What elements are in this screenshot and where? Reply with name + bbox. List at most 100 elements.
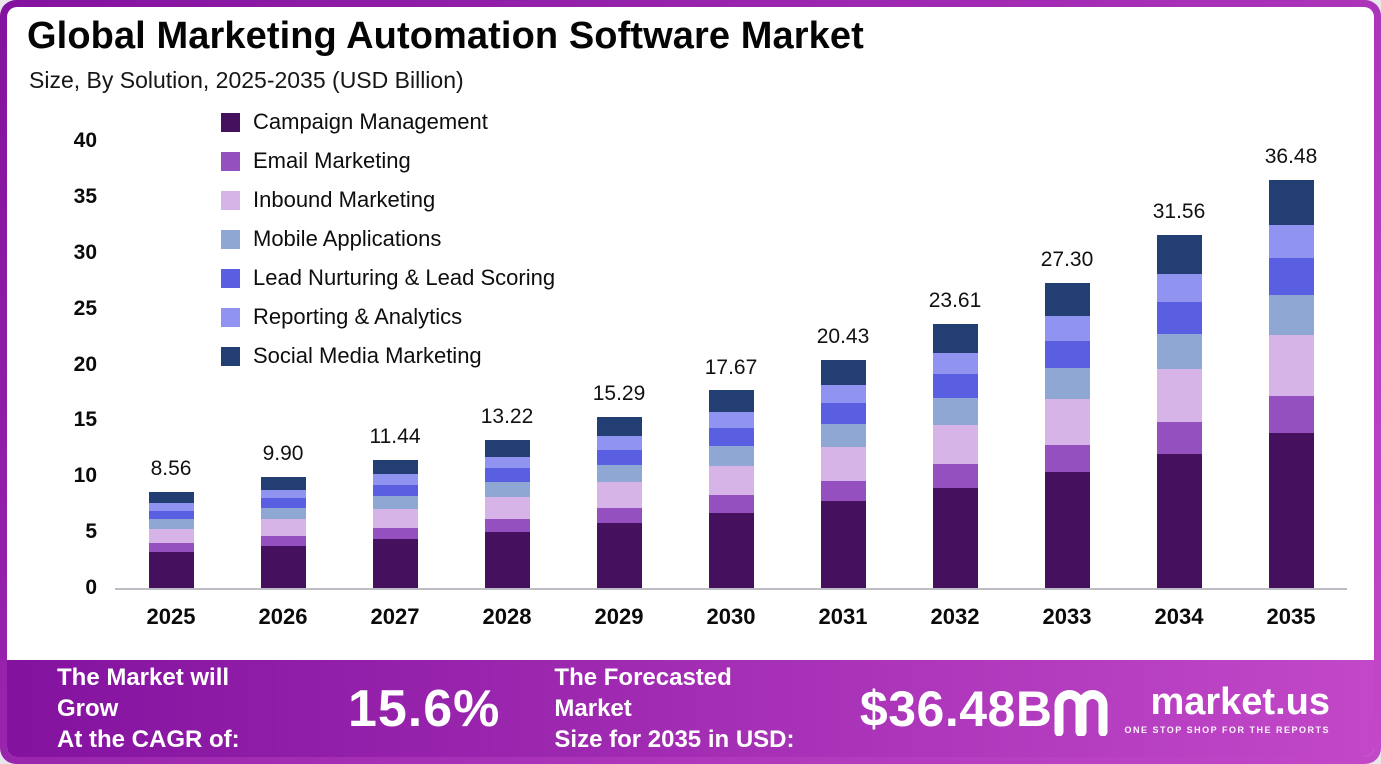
chart-subtitle: Size, By Solution, 2025-2035 (USD Billio… <box>29 67 464 93</box>
x-tick-label: 2030 <box>706 604 756 629</box>
y-tick-label: 10 <box>73 464 97 488</box>
chart-canvas: Global Marketing Automation Software Mar… <box>7 7 1374 757</box>
plot-area: 8.56 9.90 11.44 13.22 15.29 17.67 20.43 23.61 27… <box>115 141 1347 590</box>
bar-segment <box>932 398 978 425</box>
legend-swatch <box>221 112 240 132</box>
legend: Campaign Management Email Marketing Inboun… <box>221 111 555 384</box>
bar-segment <box>1268 180 1314 226</box>
legend-label: Campaign Management <box>253 109 488 134</box>
bar-segment <box>596 436 642 450</box>
bar-segment <box>820 501 866 588</box>
bar-segment <box>372 474 418 485</box>
legend-swatch <box>221 268 240 288</box>
bar-segment <box>820 384 866 404</box>
bar-stack <box>260 477 306 588</box>
bar-segment <box>484 468 530 482</box>
y-tick-label: 5 <box>85 520 97 544</box>
bar-segment <box>932 487 978 588</box>
bar-segment <box>1268 396 1314 434</box>
cagr-value: 15.6% <box>347 679 501 738</box>
cagr-label-line1: The Market will Grow <box>57 663 230 722</box>
bar-total-label: 8.56 <box>150 457 192 481</box>
y-tick-label: 30 <box>73 240 97 264</box>
brand-tagline: ONE STOP SHOP FOR THE REPORTS <box>1124 724 1330 735</box>
bar-segment <box>1044 340 1090 369</box>
bar-group: 17.67 <box>675 141 787 588</box>
bar-segment <box>932 374 978 399</box>
legend-label: Email Marketing <box>253 148 411 173</box>
bar-stack <box>596 417 642 588</box>
y-tick-label: 25 <box>73 296 97 320</box>
bar-segment <box>596 523 642 588</box>
bar-segment <box>1156 422 1202 454</box>
bar-stack <box>708 390 754 588</box>
bar-segment <box>708 445 754 466</box>
bar-total-label: 27.30 <box>1040 247 1094 271</box>
bar-segment <box>1044 398 1090 445</box>
y-tick-label: 15 <box>73 408 97 432</box>
bar-total-label: 31.56 <box>1152 200 1206 224</box>
bar-segment <box>372 539 418 588</box>
bar-segment <box>1044 316 1090 341</box>
legend-item: Campaign Management <box>221 111 555 133</box>
bar-segment <box>932 424 978 465</box>
forecast-label: The Forecasted Market Size for 2035 in U… <box>554 662 806 756</box>
forecast-label-line1: The Forecasted Market <box>554 663 732 722</box>
legend-item: Inbound Marketing <box>221 189 555 211</box>
bar-segment <box>1044 368 1090 399</box>
bar-segment <box>484 518 530 532</box>
bar-segment <box>596 417 642 437</box>
bar-segment <box>932 324 978 354</box>
cagr-label-line2: At the CAGR of: <box>57 726 240 754</box>
x-tick-label: 2032 <box>930 604 980 629</box>
bar-segment <box>372 460 418 475</box>
legend-label: Inbound Marketing <box>253 187 436 212</box>
bar-segment <box>1268 433 1314 588</box>
x-tick-label: 2028 <box>482 604 532 629</box>
bar-total-label: 17.67 <box>704 355 758 379</box>
bar-segment <box>708 390 754 413</box>
bar-segment <box>596 507 642 524</box>
bar-segment <box>1156 454 1202 588</box>
bar-stack <box>1156 235 1202 588</box>
bar-segment <box>820 359 866 385</box>
bar-segment <box>1156 235 1202 275</box>
y-tick-label: 40 <box>73 129 97 152</box>
x-axis: 2025 2026 2027 2028 2029 2030 2031 2032 2033 2034… <box>115 604 1347 630</box>
bar-segment <box>484 481 530 497</box>
legend-label: Lead Nurturing & Lead Scoring <box>253 265 556 290</box>
bar-segment <box>820 446 866 481</box>
bar-stack <box>932 324 978 588</box>
bar-group: 27.30 <box>1011 141 1123 588</box>
bar-segment <box>260 519 306 537</box>
legend-swatch <box>221 190 240 210</box>
x-tick-label: 2031 <box>818 604 868 629</box>
bar-segment <box>1156 302 1202 335</box>
forecast-label-line2: Size for 2035 in USD: <box>554 726 795 754</box>
bar-segment <box>148 510 194 520</box>
legend-item: Email Marketing <box>221 150 555 172</box>
bar-segment <box>820 403 866 424</box>
bar-group: 20.43 <box>787 141 899 588</box>
bar-group: 23.61 <box>899 141 1011 588</box>
legend-item: Social Media Marketing <box>221 345 555 367</box>
bar-segment <box>484 440 530 457</box>
bars-row: 8.56 9.90 11.44 13.22 15.29 17.67 20.43 23.61 27… <box>115 141 1347 588</box>
bar-segment <box>372 508 418 528</box>
bar-segment <box>1268 225 1314 258</box>
x-tick-label: 2033 <box>1042 604 1092 629</box>
bar-segment <box>260 489 306 499</box>
y-tick-label: 0 <box>85 576 97 599</box>
bar-segment <box>148 551 194 588</box>
bar-total-label: 13.22 <box>480 405 534 429</box>
bar-segment <box>148 543 194 552</box>
bar-segment <box>708 495 754 513</box>
bar-segment <box>372 527 418 540</box>
bar-segment <box>1044 444 1090 473</box>
bar-segment <box>1156 334 1202 370</box>
bar-segment <box>372 496 418 509</box>
bar-total-label: 23.61 <box>928 289 982 313</box>
bar-total-label: 11.44 <box>369 425 421 449</box>
bar-segment <box>1268 257 1314 295</box>
